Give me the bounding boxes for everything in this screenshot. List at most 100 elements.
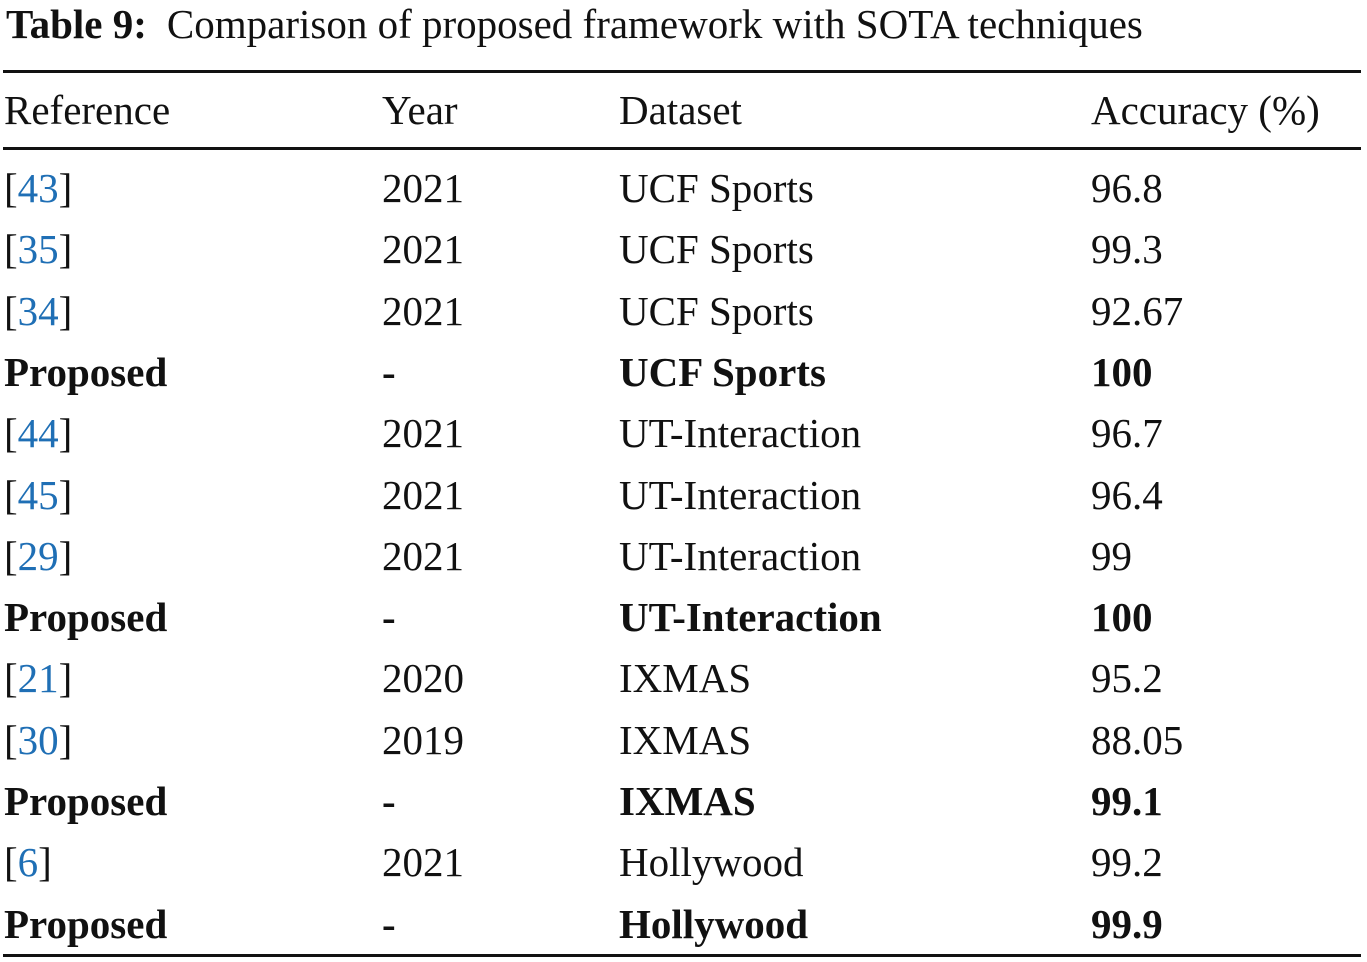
- table-row-proposed: Proposed - Hollywood 99.9: [0, 894, 1367, 955]
- cell-accuracy: 100: [1091, 348, 1153, 395]
- cell-year: 2021: [382, 471, 464, 518]
- cell-dataset: IXMAS: [619, 655, 752, 702]
- cell-accuracy: 96.4: [1091, 471, 1163, 518]
- cell-dataset: Hollywood: [619, 900, 809, 947]
- cell-reference[interactable]: [44]: [4, 403, 72, 464]
- citation-link[interactable]: 34: [17, 287, 59, 334]
- citation-close-bracket: ]: [58, 165, 73, 211]
- cell-accuracy: 88.05: [1091, 716, 1184, 763]
- cell-year: 2020: [382, 655, 464, 702]
- citation-link[interactable]: 45: [17, 471, 59, 518]
- table-caption-text: Comparison of proposed framework with SO…: [166, 1, 1143, 47]
- cell-dataset: UT-Interaction: [619, 532, 862, 579]
- cell-accuracy: 99.1: [1091, 778, 1163, 824]
- header-dataset: Dataset: [619, 87, 742, 133]
- cell-year: -: [382, 594, 396, 641]
- table-caption: Table 9: Comparison of proposed framework…: [6, 0, 1361, 48]
- cell-accuracy: 92.67: [1091, 287, 1184, 334]
- cell-reference[interactable]: [29]: [4, 526, 72, 587]
- table-row: [43] 2021 UCF Sports 96.8: [0, 158, 1367, 219]
- cell-reference: Proposed: [4, 594, 168, 641]
- citation-link[interactable]: 43: [17, 165, 59, 211]
- cell-dataset: Hollywood: [619, 839, 804, 886]
- cell-accuracy: 96.8: [1091, 165, 1163, 211]
- citation-close-bracket: ]: [58, 410, 73, 457]
- cell-year: 2019: [382, 716, 464, 763]
- citation-close-bracket: ]: [58, 226, 73, 273]
- citation-open-bracket: [: [4, 226, 18, 273]
- citation-open-bracket: [: [4, 532, 18, 579]
- cell-reference: Proposed: [4, 348, 168, 395]
- cell-dataset: UT-Interaction: [619, 594, 882, 641]
- cell-reference: Proposed: [4, 778, 168, 824]
- cell-accuracy: 99: [1091, 532, 1132, 579]
- citation-close-bracket: ]: [38, 839, 52, 886]
- cell-reference[interactable]: [34]: [4, 281, 72, 342]
- cell-year: 2021: [382, 532, 464, 579]
- cell-accuracy: 96.7: [1091, 410, 1163, 457]
- table-row: [6] 2021 Hollywood 99.2: [0, 832, 1367, 893]
- cell-year: 2021: [382, 839, 464, 886]
- cell-reference[interactable]: [45]: [4, 465, 72, 526]
- citation-open-bracket: [: [4, 839, 18, 886]
- citation-open-bracket: [: [4, 410, 18, 457]
- citation-link[interactable]: 6: [17, 839, 39, 886]
- cell-year: 2021: [382, 226, 464, 273]
- cell-accuracy: 95.2: [1091, 655, 1163, 702]
- cell-accuracy: 99.2: [1091, 839, 1163, 886]
- citation-open-bracket: [: [4, 471, 18, 518]
- cell-dataset: UCF Sports: [619, 287, 814, 334]
- header-accuracy: Accuracy (%): [1091, 87, 1320, 133]
- citation-open-bracket: [: [4, 165, 18, 211]
- cell-year: 2021: [382, 165, 464, 211]
- cell-year: 2021: [382, 410, 464, 457]
- table-bottom-rule: [3, 954, 1361, 957]
- cell-accuracy: 99.3: [1091, 226, 1163, 273]
- citation-close-bracket: ]: [58, 287, 73, 334]
- cell-dataset: UT-Interaction: [619, 471, 862, 518]
- table-row: [44] 2021 UT-Interaction 96.7: [0, 403, 1367, 464]
- cell-reference[interactable]: [30]: [4, 710, 72, 771]
- table-caption-label: Table 9:: [6, 1, 147, 47]
- cell-reference[interactable]: [35]: [4, 219, 72, 280]
- table-top-rule: [3, 70, 1361, 73]
- citation-close-bracket: ]: [58, 655, 73, 702]
- cell-year: 2021: [382, 287, 464, 334]
- cell-year: -: [382, 900, 396, 947]
- citation-open-bracket: [: [4, 655, 18, 702]
- citation-close-bracket: ]: [58, 471, 73, 518]
- cell-dataset: UCF Sports: [619, 348, 826, 395]
- cell-year: -: [382, 778, 396, 824]
- table-row: [30] 2019 IXMAS 88.05: [0, 710, 1367, 771]
- cell-reference[interactable]: [6]: [4, 832, 52, 893]
- citation-open-bracket: [: [4, 287, 18, 334]
- table-row: [35] 2021 UCF Sports 99.3: [0, 219, 1367, 280]
- cell-dataset: UCF Sports: [619, 226, 814, 273]
- table-header-row: Reference Year Dataset Accuracy (%): [0, 80, 1367, 141]
- cell-dataset: IXMAS: [619, 778, 756, 824]
- cell-reference: Proposed: [4, 900, 168, 947]
- cell-dataset: IXMAS: [619, 716, 752, 763]
- cell-dataset: UCF Sports: [619, 165, 814, 211]
- citation-close-bracket: ]: [58, 716, 73, 763]
- citation-link[interactable]: 30: [17, 716, 59, 763]
- citation-link[interactable]: 35: [17, 226, 59, 273]
- cell-year: -: [382, 348, 396, 395]
- table-header-rule: [3, 147, 1361, 150]
- header-year: Year: [382, 87, 458, 133]
- cell-reference[interactable]: [43]: [4, 158, 72, 219]
- table-row: [45] 2021 UT-Interaction 96.4: [0, 465, 1367, 526]
- citation-link[interactable]: 44: [17, 410, 59, 457]
- citation-link[interactable]: 21: [17, 655, 59, 702]
- table-row: [21] 2020 IXMAS 95.2: [0, 648, 1367, 709]
- table-row: [29] 2021 UT-Interaction 99: [0, 526, 1367, 587]
- table-row-proposed: Proposed - UT-Interaction 100: [0, 587, 1367, 648]
- cell-accuracy: 99.9: [1091, 900, 1163, 947]
- header-reference: Reference: [4, 87, 171, 133]
- cell-dataset: UT-Interaction: [619, 410, 862, 457]
- cell-reference[interactable]: [21]: [4, 648, 72, 709]
- table-row: [34] 2021 UCF Sports 92.67: [0, 281, 1367, 342]
- citation-link[interactable]: 29: [17, 532, 59, 579]
- cell-accuracy: 100: [1091, 594, 1153, 641]
